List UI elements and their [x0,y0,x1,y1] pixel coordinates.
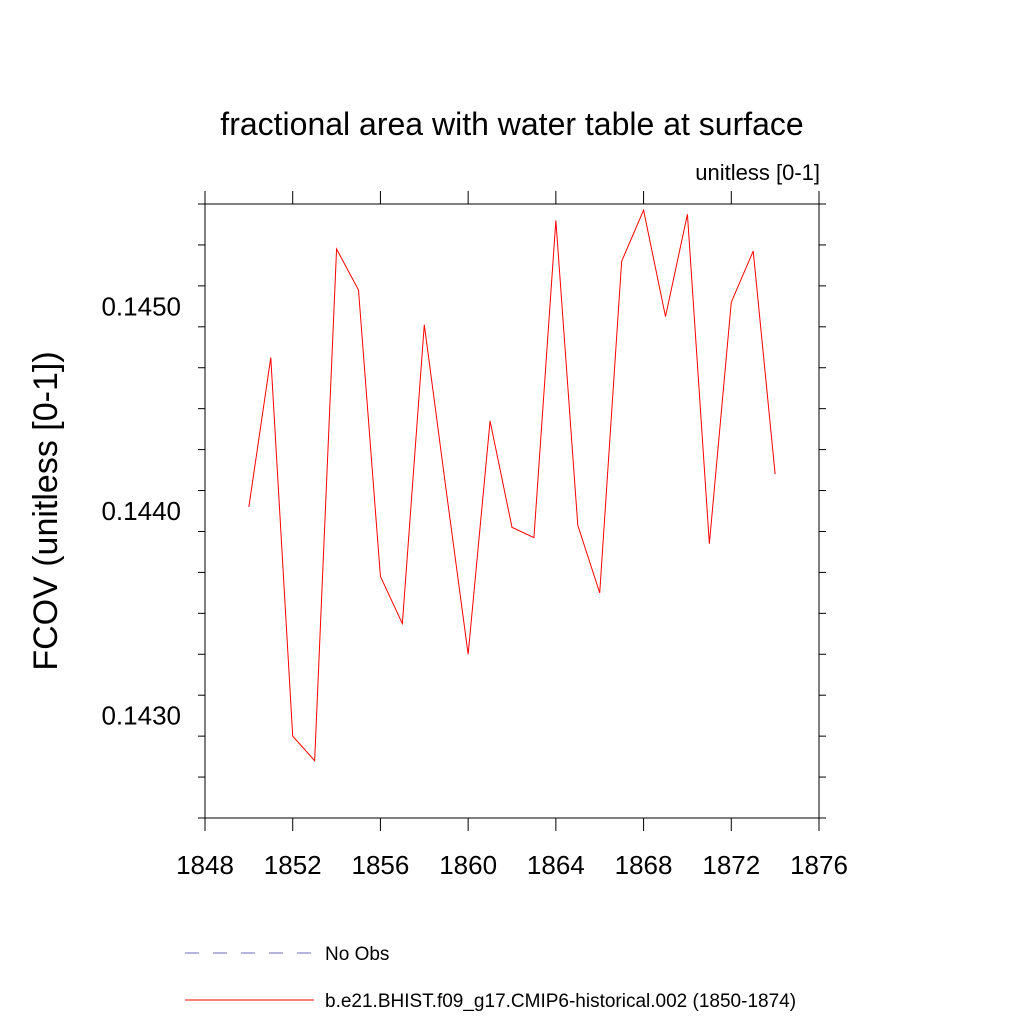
legend: No Obs b.e21.BHIST.f09_g17.CMIP6-historic… [185,944,796,1012]
y-tick-label: 0.1430 [101,701,181,731]
y-tick-label: 0.1450 [101,291,181,321]
x-tick-label: 1872 [702,850,760,880]
chart-title: fractional area with water table at surf… [220,106,803,142]
x-tick-label: 1852 [264,850,322,880]
x-axis: 1848 1852 1856 1860 1864 1868 1872 1876 [176,191,848,880]
x-tick-label: 1876 [790,850,848,880]
y-axis-label: FCOV (unitless [0-1]) [27,351,65,670]
series-layer [248,208,776,762]
y-tick-label: 0.1440 [101,496,181,526]
plot-frame [204,203,820,819]
series-line [248,208,776,762]
legend-label: No Obs [325,944,389,965]
units-label: unitless [0-1] [695,160,820,185]
legend-label: b.e21.BHIST.f09_g17.CMIP6-historical.002… [325,991,796,1012]
x-tick-label: 1848 [176,850,234,880]
x-tick-label: 1864 [527,850,585,880]
x-tick-label: 1860 [439,850,497,880]
plot-border [204,203,820,819]
x-tick-label: 1856 [352,850,410,880]
x-tick-label: 1868 [615,850,673,880]
y-axis: 0.1430 0.1440 0.1450 [101,203,826,819]
